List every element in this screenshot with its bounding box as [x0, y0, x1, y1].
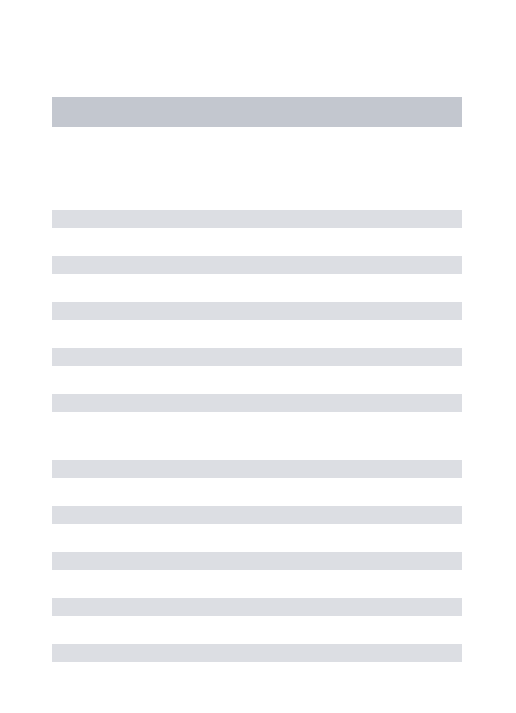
text-placeholder-line	[52, 394, 462, 412]
text-placeholder-line	[52, 302, 462, 320]
text-placeholder-line	[52, 598, 462, 616]
text-placeholder-line	[52, 348, 462, 366]
text-placeholder-line	[52, 460, 462, 478]
page-container	[0, 0, 516, 713]
text-placeholder-line	[52, 506, 462, 524]
text-placeholder-line	[52, 256, 462, 274]
text-placeholder-line	[52, 552, 462, 570]
title-placeholder-bar	[52, 97, 462, 127]
text-placeholder-line	[52, 644, 462, 662]
paragraph-group-2	[52, 460, 462, 690]
text-placeholder-line	[52, 210, 462, 228]
paragraph-group-1	[52, 210, 462, 440]
